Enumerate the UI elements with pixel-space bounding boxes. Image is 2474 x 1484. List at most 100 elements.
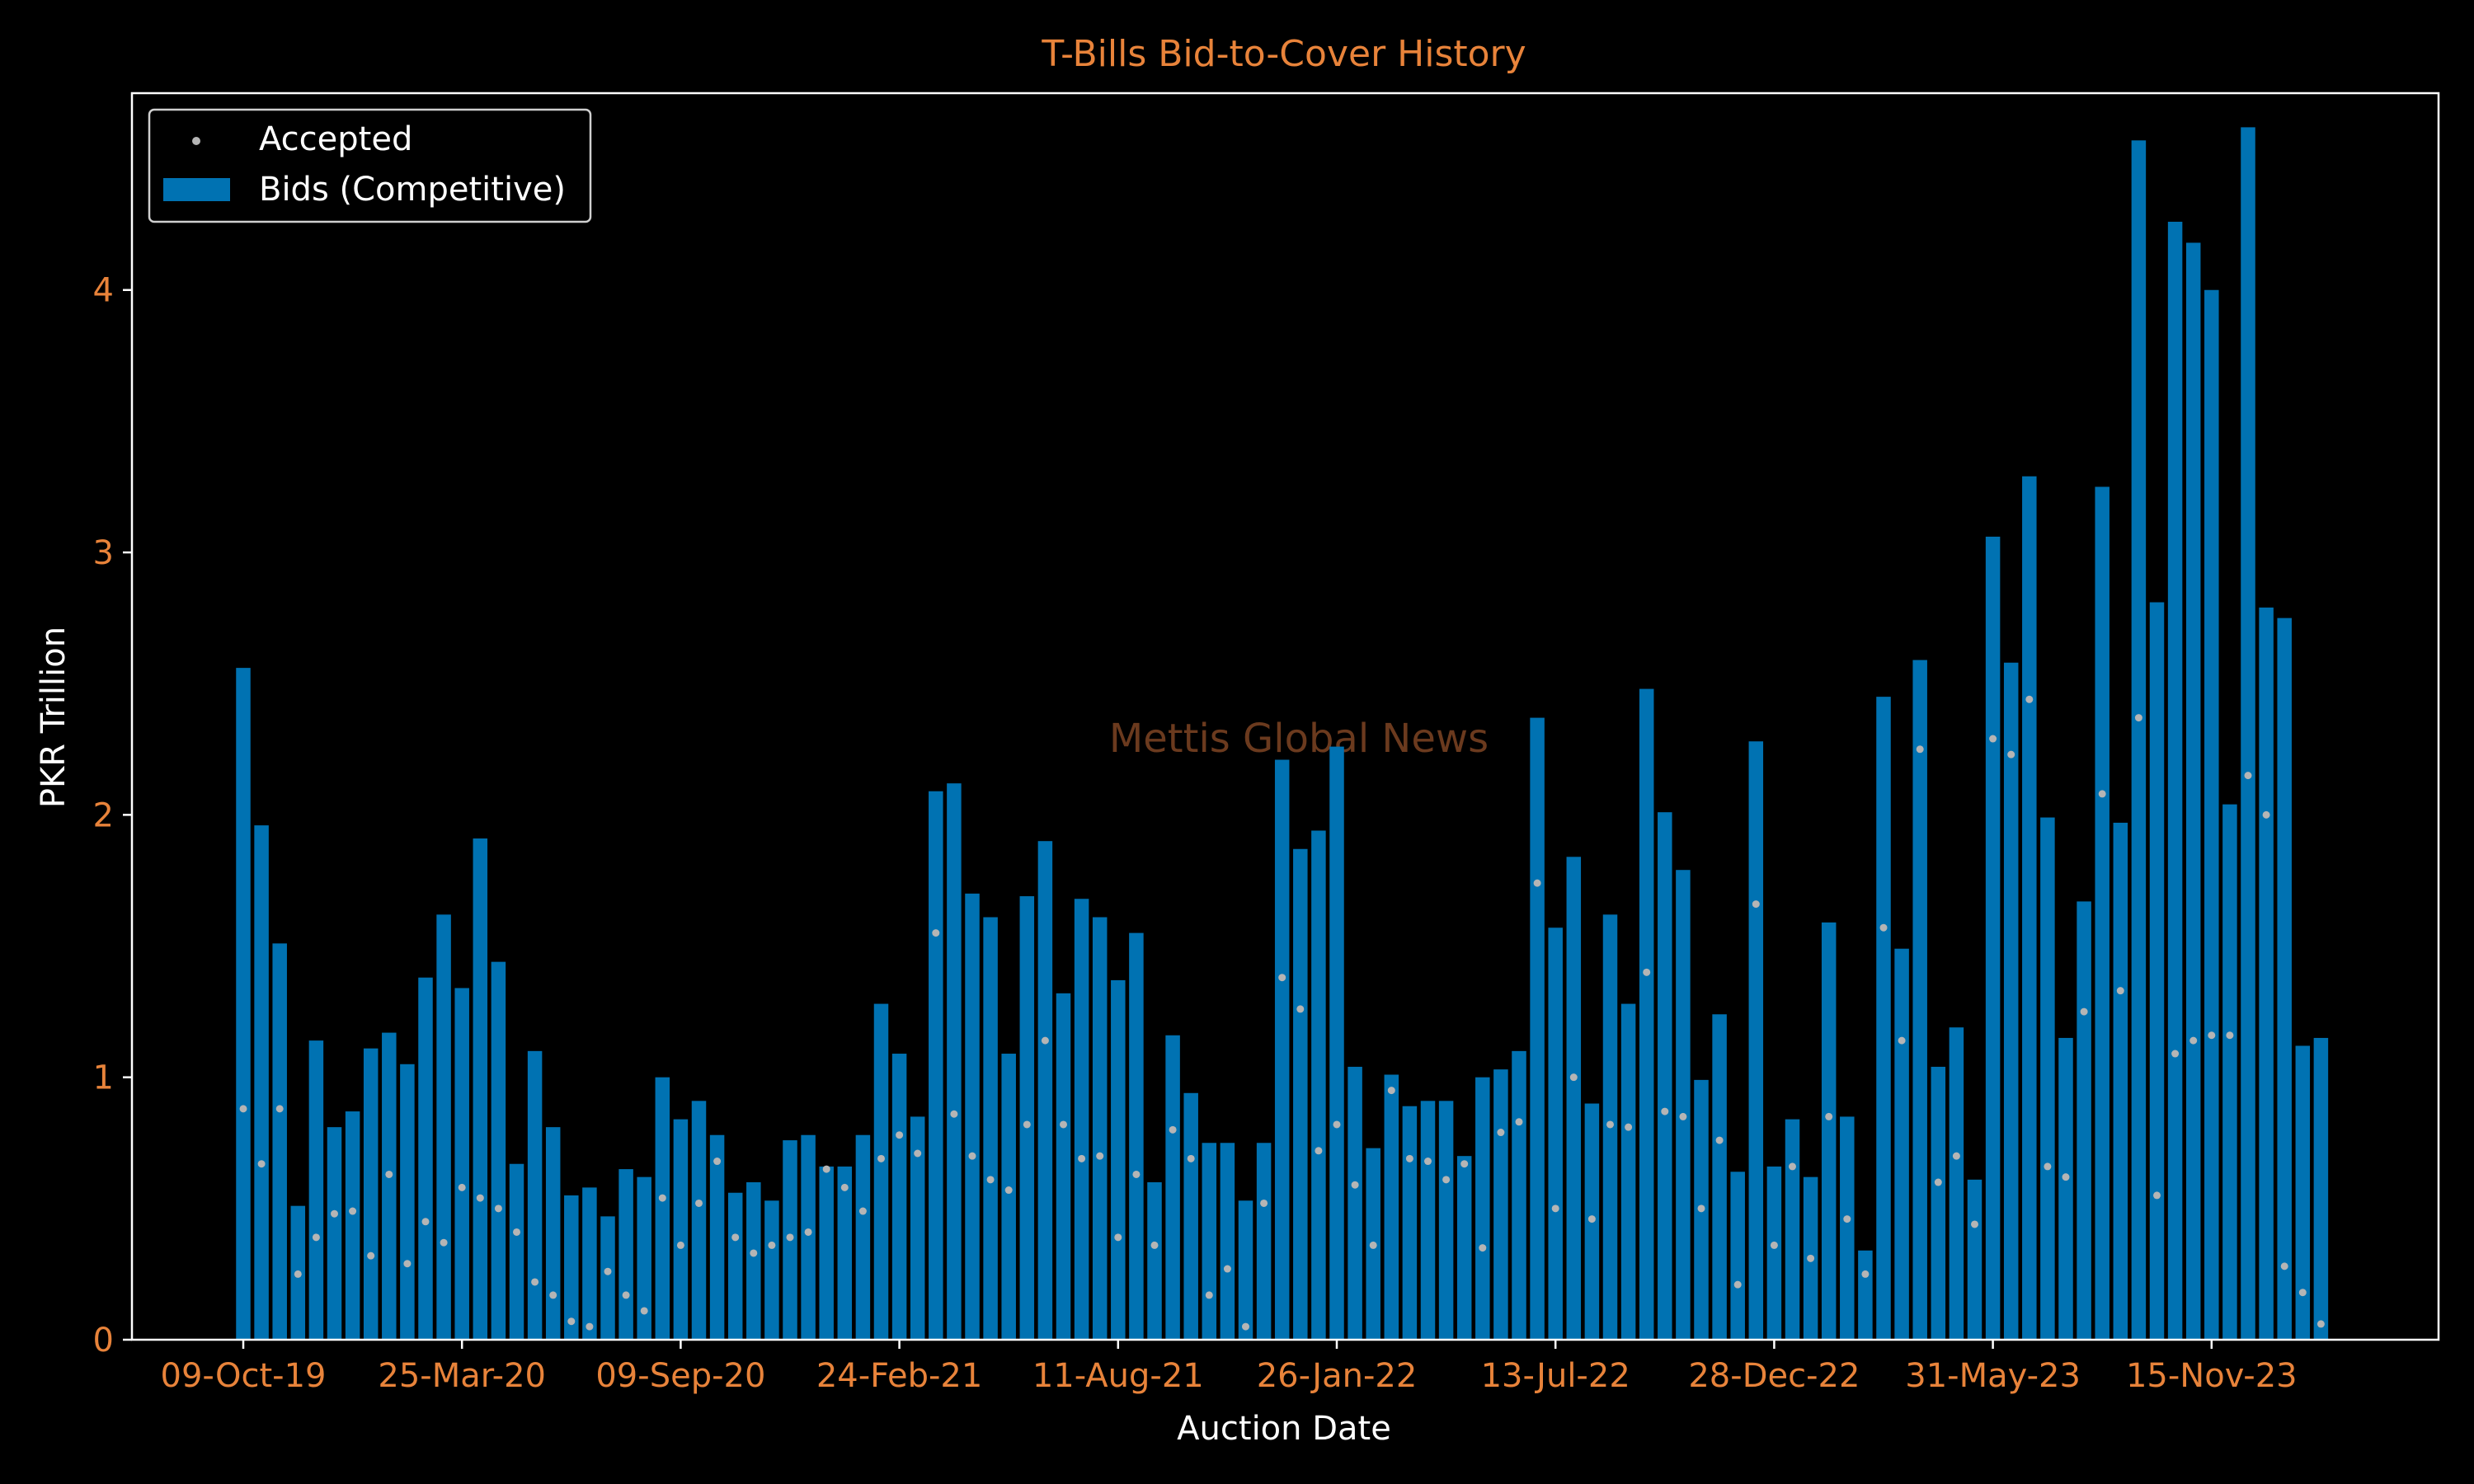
accepted-point xyxy=(1697,1205,1705,1213)
bar xyxy=(1456,1156,1472,1340)
accepted-point xyxy=(1661,1107,1669,1115)
accepted-point xyxy=(1060,1120,1067,1129)
accepted-point xyxy=(494,1205,502,1213)
y-axis-label: PKR Trillion xyxy=(35,627,73,808)
bar xyxy=(637,1176,651,1340)
accepted-point xyxy=(1752,900,1760,909)
accepted-point xyxy=(2062,1173,2070,1181)
legend-accepted-label: Accepted xyxy=(259,120,412,158)
bar xyxy=(327,1127,342,1340)
accepted-point xyxy=(1223,1265,1231,1273)
bar xyxy=(2113,822,2128,1340)
bar xyxy=(837,1166,853,1340)
accepted-point xyxy=(2044,1162,2052,1171)
x-axis: 09-Oct-19 25-Mar-20 09-Sep-20 24-Feb-21 11-A… xyxy=(161,1340,2298,1395)
accepted-point xyxy=(640,1307,648,1315)
accepted-point xyxy=(1315,1147,1323,1155)
accepted-point xyxy=(1807,1254,1815,1262)
bar xyxy=(801,1134,816,1340)
bar xyxy=(2077,901,2091,1340)
accepted-point xyxy=(1625,1123,1633,1131)
bar xyxy=(873,1003,889,1340)
accepted-point xyxy=(877,1154,885,1162)
accepted-point xyxy=(513,1228,520,1236)
accepted-point xyxy=(2316,1320,2325,1328)
legend: Accepted Bids (Competitive) xyxy=(148,108,592,223)
y-tick-label: 1 xyxy=(93,1059,114,1097)
accepted-point xyxy=(1351,1181,1359,1189)
y-axis: 0 1 2 3 4 xyxy=(93,272,132,1360)
bar xyxy=(1548,928,1563,1340)
bar xyxy=(564,1195,579,1340)
bar xyxy=(1402,1106,1418,1340)
accepted-point xyxy=(1770,1241,1778,1249)
bar xyxy=(582,1187,597,1340)
bar xyxy=(673,1119,689,1340)
bar xyxy=(1475,1077,1490,1340)
accepted-point xyxy=(349,1207,357,1215)
accepted-point xyxy=(968,1152,976,1160)
accepted-point xyxy=(367,1252,375,1260)
accepted-point xyxy=(1169,1125,1177,1134)
accepted-point xyxy=(713,1158,722,1166)
accepted-point xyxy=(822,1165,830,1173)
accepted-point xyxy=(1260,1199,1268,1207)
bar xyxy=(691,1101,707,1340)
accepted-point xyxy=(2226,1031,2234,1040)
accepted-point xyxy=(1205,1291,1213,1299)
accepted-point xyxy=(2153,1191,2161,1200)
bar xyxy=(1438,1101,1454,1340)
y-tick-label: 3 xyxy=(93,534,114,572)
bar xyxy=(1967,1179,1982,1340)
accepted-point xyxy=(2298,1289,2307,1297)
accepted-point xyxy=(1387,1087,1395,1095)
accepted-point xyxy=(2098,790,2106,798)
accepted-point xyxy=(275,1105,284,1113)
bar xyxy=(1748,741,1764,1340)
accepted-point xyxy=(1278,974,1286,982)
bar xyxy=(2222,804,2237,1340)
bar xyxy=(1420,1101,1436,1340)
bar xyxy=(1712,1014,1727,1340)
accepted-point xyxy=(986,1176,995,1184)
accepted-point xyxy=(440,1238,448,1247)
bar xyxy=(491,961,506,1340)
accepted-point xyxy=(932,929,940,937)
bar xyxy=(1658,812,1672,1340)
bar xyxy=(2295,1045,2311,1340)
accepted-point xyxy=(1989,735,1997,743)
bar xyxy=(1730,1172,1745,1340)
bar xyxy=(1493,1069,1508,1340)
accepted-point xyxy=(1369,1241,1377,1249)
accepted-point xyxy=(531,1278,539,1286)
accepted-point xyxy=(1479,1244,1487,1252)
bar xyxy=(727,1192,743,1340)
bar xyxy=(1348,1066,1362,1340)
accepted-point xyxy=(2244,772,2252,780)
bar xyxy=(254,825,269,1340)
accepted-point xyxy=(1405,1154,1413,1162)
x-axis-label: Auction Date xyxy=(1177,1410,1391,1448)
bar xyxy=(1111,979,1126,1340)
accepted-point xyxy=(731,1233,740,1242)
bar xyxy=(2313,1037,2329,1340)
bar xyxy=(1639,688,1654,1340)
accepted-point xyxy=(1569,1073,1578,1082)
bar xyxy=(1129,932,1144,1340)
bar xyxy=(1019,896,1035,1340)
bar xyxy=(436,914,451,1340)
accepted-point xyxy=(1114,1233,1122,1242)
accepted-point xyxy=(421,1218,430,1226)
bar xyxy=(2131,140,2147,1340)
watermark: Mettis Global News xyxy=(1109,716,1489,762)
accepted-point xyxy=(658,1194,666,1202)
accepted-point xyxy=(622,1291,630,1299)
bar xyxy=(1620,1003,1636,1340)
accepted-point xyxy=(403,1260,412,1268)
x-tick-label: 24-Feb-21 xyxy=(816,1357,982,1395)
accepted-point xyxy=(1333,1120,1341,1129)
accepted-point xyxy=(1934,1178,1942,1186)
accepted-point xyxy=(1916,745,1924,754)
accepted-point xyxy=(1715,1136,1724,1144)
chart-title: T-Bills Bid-to-Cover History xyxy=(1041,33,1526,75)
